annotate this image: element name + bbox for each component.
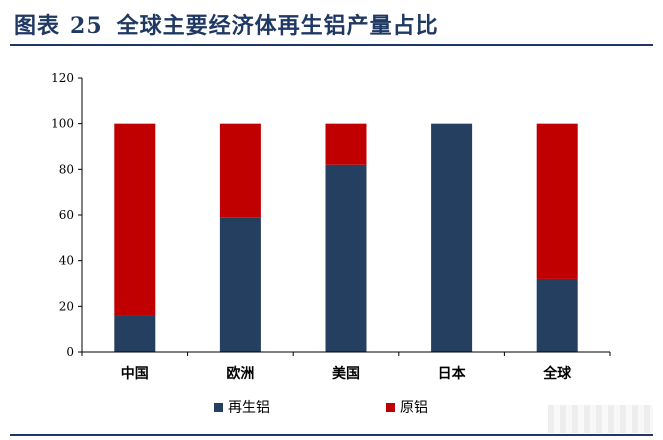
legend-swatch-primary — [386, 402, 395, 412]
y-tick-label-4: 80 — [59, 162, 74, 176]
figure-title: 图表 25 全球主要经济体再生铝产量占比 — [14, 8, 439, 40]
bar-primary-4 — [536, 123, 578, 279]
y-tick-label-1: 20 — [59, 299, 74, 313]
y-tick-label-3: 60 — [59, 208, 74, 222]
bar-recycled-0 — [114, 315, 156, 352]
y-tick-label-6: 120 — [51, 71, 74, 85]
chart-title: 全球主要经济体再生铝产量占比 — [116, 14, 439, 39]
x-tick-label-3: 日本 — [438, 365, 467, 382]
chart-legend: 再生铝 原铝 — [0, 397, 663, 417]
legend-label-recycled: 再生铝 — [228, 400, 270, 416]
figure-label: 图表 — [14, 14, 61, 39]
legend-item-recycled: 再生铝 — [214, 397, 270, 417]
legend-label-primary: 原铝 — [400, 400, 428, 416]
watermark — [548, 405, 653, 433]
bar-recycled-1 — [219, 217, 261, 352]
x-tick-label-2: 美国 — [332, 365, 360, 382]
bar-recycled-3 — [431, 123, 473, 353]
bar-primary-0 — [114, 123, 156, 316]
bottom-rule — [10, 434, 653, 436]
bar-recycled-2 — [325, 164, 367, 352]
bar-primary-2 — [325, 123, 367, 165]
y-tick-label-0: 0 — [66, 345, 74, 359]
bar-primary-1 — [219, 123, 261, 218]
x-tick-label-0: 中国 — [121, 365, 149, 382]
title-rule — [10, 44, 653, 46]
figure-number: 25 — [70, 13, 103, 39]
legend-item-primary: 原铝 — [386, 397, 428, 417]
bar-recycled-4 — [536, 278, 578, 352]
x-tick-label-4: 全球 — [542, 365, 572, 382]
legend-swatch-recycled — [214, 402, 223, 412]
x-tick-label-1: 欧洲 — [226, 365, 254, 382]
y-tick-label-5: 100 — [51, 117, 74, 131]
y-tick-label-2: 40 — [59, 254, 74, 268]
